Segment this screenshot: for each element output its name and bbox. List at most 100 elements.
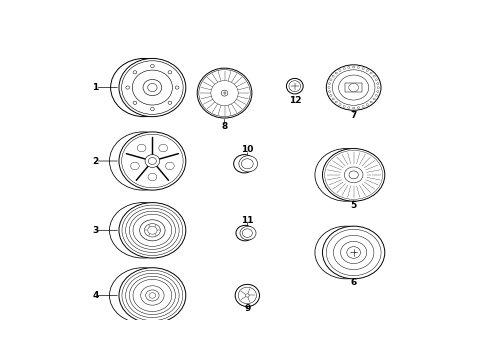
Ellipse shape bbox=[129, 211, 175, 249]
Ellipse shape bbox=[147, 226, 157, 234]
Ellipse shape bbox=[339, 104, 341, 105]
Ellipse shape bbox=[199, 69, 250, 117]
Text: 2: 2 bbox=[92, 157, 98, 166]
Ellipse shape bbox=[109, 203, 176, 258]
Ellipse shape bbox=[328, 87, 330, 89]
Ellipse shape bbox=[122, 270, 183, 321]
Ellipse shape bbox=[240, 226, 256, 240]
Ellipse shape bbox=[132, 70, 172, 105]
Ellipse shape bbox=[175, 86, 179, 89]
Ellipse shape bbox=[243, 229, 252, 237]
Ellipse shape bbox=[348, 107, 350, 108]
Ellipse shape bbox=[353, 107, 355, 109]
Ellipse shape bbox=[333, 235, 374, 270]
Ellipse shape bbox=[166, 162, 174, 170]
Ellipse shape bbox=[109, 132, 176, 190]
Ellipse shape bbox=[328, 83, 331, 85]
Ellipse shape bbox=[332, 75, 334, 77]
Ellipse shape bbox=[143, 80, 162, 96]
Ellipse shape bbox=[322, 149, 385, 201]
Ellipse shape bbox=[122, 205, 183, 256]
Text: 11: 11 bbox=[241, 216, 254, 225]
Text: 8: 8 bbox=[221, 122, 228, 131]
Text: 7: 7 bbox=[350, 111, 357, 120]
Ellipse shape bbox=[149, 293, 156, 298]
Ellipse shape bbox=[238, 287, 256, 304]
Ellipse shape bbox=[377, 87, 379, 89]
Ellipse shape bbox=[111, 58, 177, 117]
Ellipse shape bbox=[373, 98, 375, 100]
Ellipse shape bbox=[377, 91, 379, 93]
Ellipse shape bbox=[343, 105, 345, 107]
Ellipse shape bbox=[146, 290, 159, 301]
Ellipse shape bbox=[133, 279, 172, 311]
Ellipse shape bbox=[119, 268, 186, 323]
Ellipse shape bbox=[328, 91, 331, 93]
Ellipse shape bbox=[287, 78, 303, 94]
Ellipse shape bbox=[122, 61, 183, 114]
Text: 10: 10 bbox=[241, 145, 253, 154]
Ellipse shape bbox=[235, 284, 260, 306]
Ellipse shape bbox=[362, 68, 364, 69]
Ellipse shape bbox=[236, 225, 254, 241]
Ellipse shape bbox=[366, 104, 368, 105]
Ellipse shape bbox=[326, 229, 381, 276]
Ellipse shape bbox=[125, 208, 179, 252]
Ellipse shape bbox=[315, 226, 377, 279]
Ellipse shape bbox=[141, 286, 164, 305]
Ellipse shape bbox=[129, 276, 175, 315]
Ellipse shape bbox=[137, 144, 146, 152]
Text: 1: 1 bbox=[92, 83, 98, 92]
Ellipse shape bbox=[375, 94, 377, 96]
Ellipse shape bbox=[349, 84, 359, 92]
Ellipse shape bbox=[353, 66, 355, 68]
Ellipse shape bbox=[335, 101, 337, 103]
Ellipse shape bbox=[126, 86, 129, 89]
Ellipse shape bbox=[245, 294, 249, 297]
Text: 5: 5 bbox=[350, 201, 357, 210]
Ellipse shape bbox=[150, 64, 154, 68]
Ellipse shape bbox=[289, 81, 301, 91]
Ellipse shape bbox=[332, 70, 375, 105]
Ellipse shape bbox=[370, 101, 372, 103]
Ellipse shape bbox=[370, 72, 372, 74]
Ellipse shape bbox=[339, 75, 368, 100]
Ellipse shape bbox=[366, 69, 368, 71]
Ellipse shape bbox=[343, 68, 345, 69]
Ellipse shape bbox=[133, 214, 172, 246]
Ellipse shape bbox=[341, 242, 367, 264]
Ellipse shape bbox=[332, 98, 334, 100]
Ellipse shape bbox=[221, 90, 228, 96]
Ellipse shape bbox=[373, 75, 375, 77]
Ellipse shape bbox=[239, 156, 258, 172]
Ellipse shape bbox=[109, 268, 176, 323]
Text: 4: 4 bbox=[92, 291, 98, 300]
Ellipse shape bbox=[197, 68, 252, 118]
Ellipse shape bbox=[168, 101, 172, 104]
Text: 9: 9 bbox=[244, 304, 250, 313]
Ellipse shape bbox=[145, 224, 160, 237]
Ellipse shape bbox=[326, 65, 381, 110]
Ellipse shape bbox=[119, 203, 186, 258]
Ellipse shape bbox=[145, 154, 160, 167]
Ellipse shape bbox=[122, 134, 183, 188]
Ellipse shape bbox=[335, 72, 337, 74]
Ellipse shape bbox=[125, 273, 179, 318]
Ellipse shape bbox=[168, 71, 172, 74]
Ellipse shape bbox=[315, 149, 377, 201]
Ellipse shape bbox=[357, 67, 360, 68]
Ellipse shape bbox=[140, 220, 165, 241]
Bar bbox=[345, 84, 363, 92]
Text: 12: 12 bbox=[289, 95, 301, 104]
Ellipse shape bbox=[150, 108, 154, 111]
Ellipse shape bbox=[325, 150, 383, 199]
Ellipse shape bbox=[362, 105, 364, 107]
Ellipse shape bbox=[330, 94, 332, 96]
Ellipse shape bbox=[344, 167, 363, 183]
Ellipse shape bbox=[148, 158, 156, 165]
Ellipse shape bbox=[130, 162, 139, 170]
Ellipse shape bbox=[133, 71, 137, 74]
Ellipse shape bbox=[211, 81, 238, 105]
Ellipse shape bbox=[330, 79, 332, 81]
Ellipse shape bbox=[148, 173, 157, 181]
